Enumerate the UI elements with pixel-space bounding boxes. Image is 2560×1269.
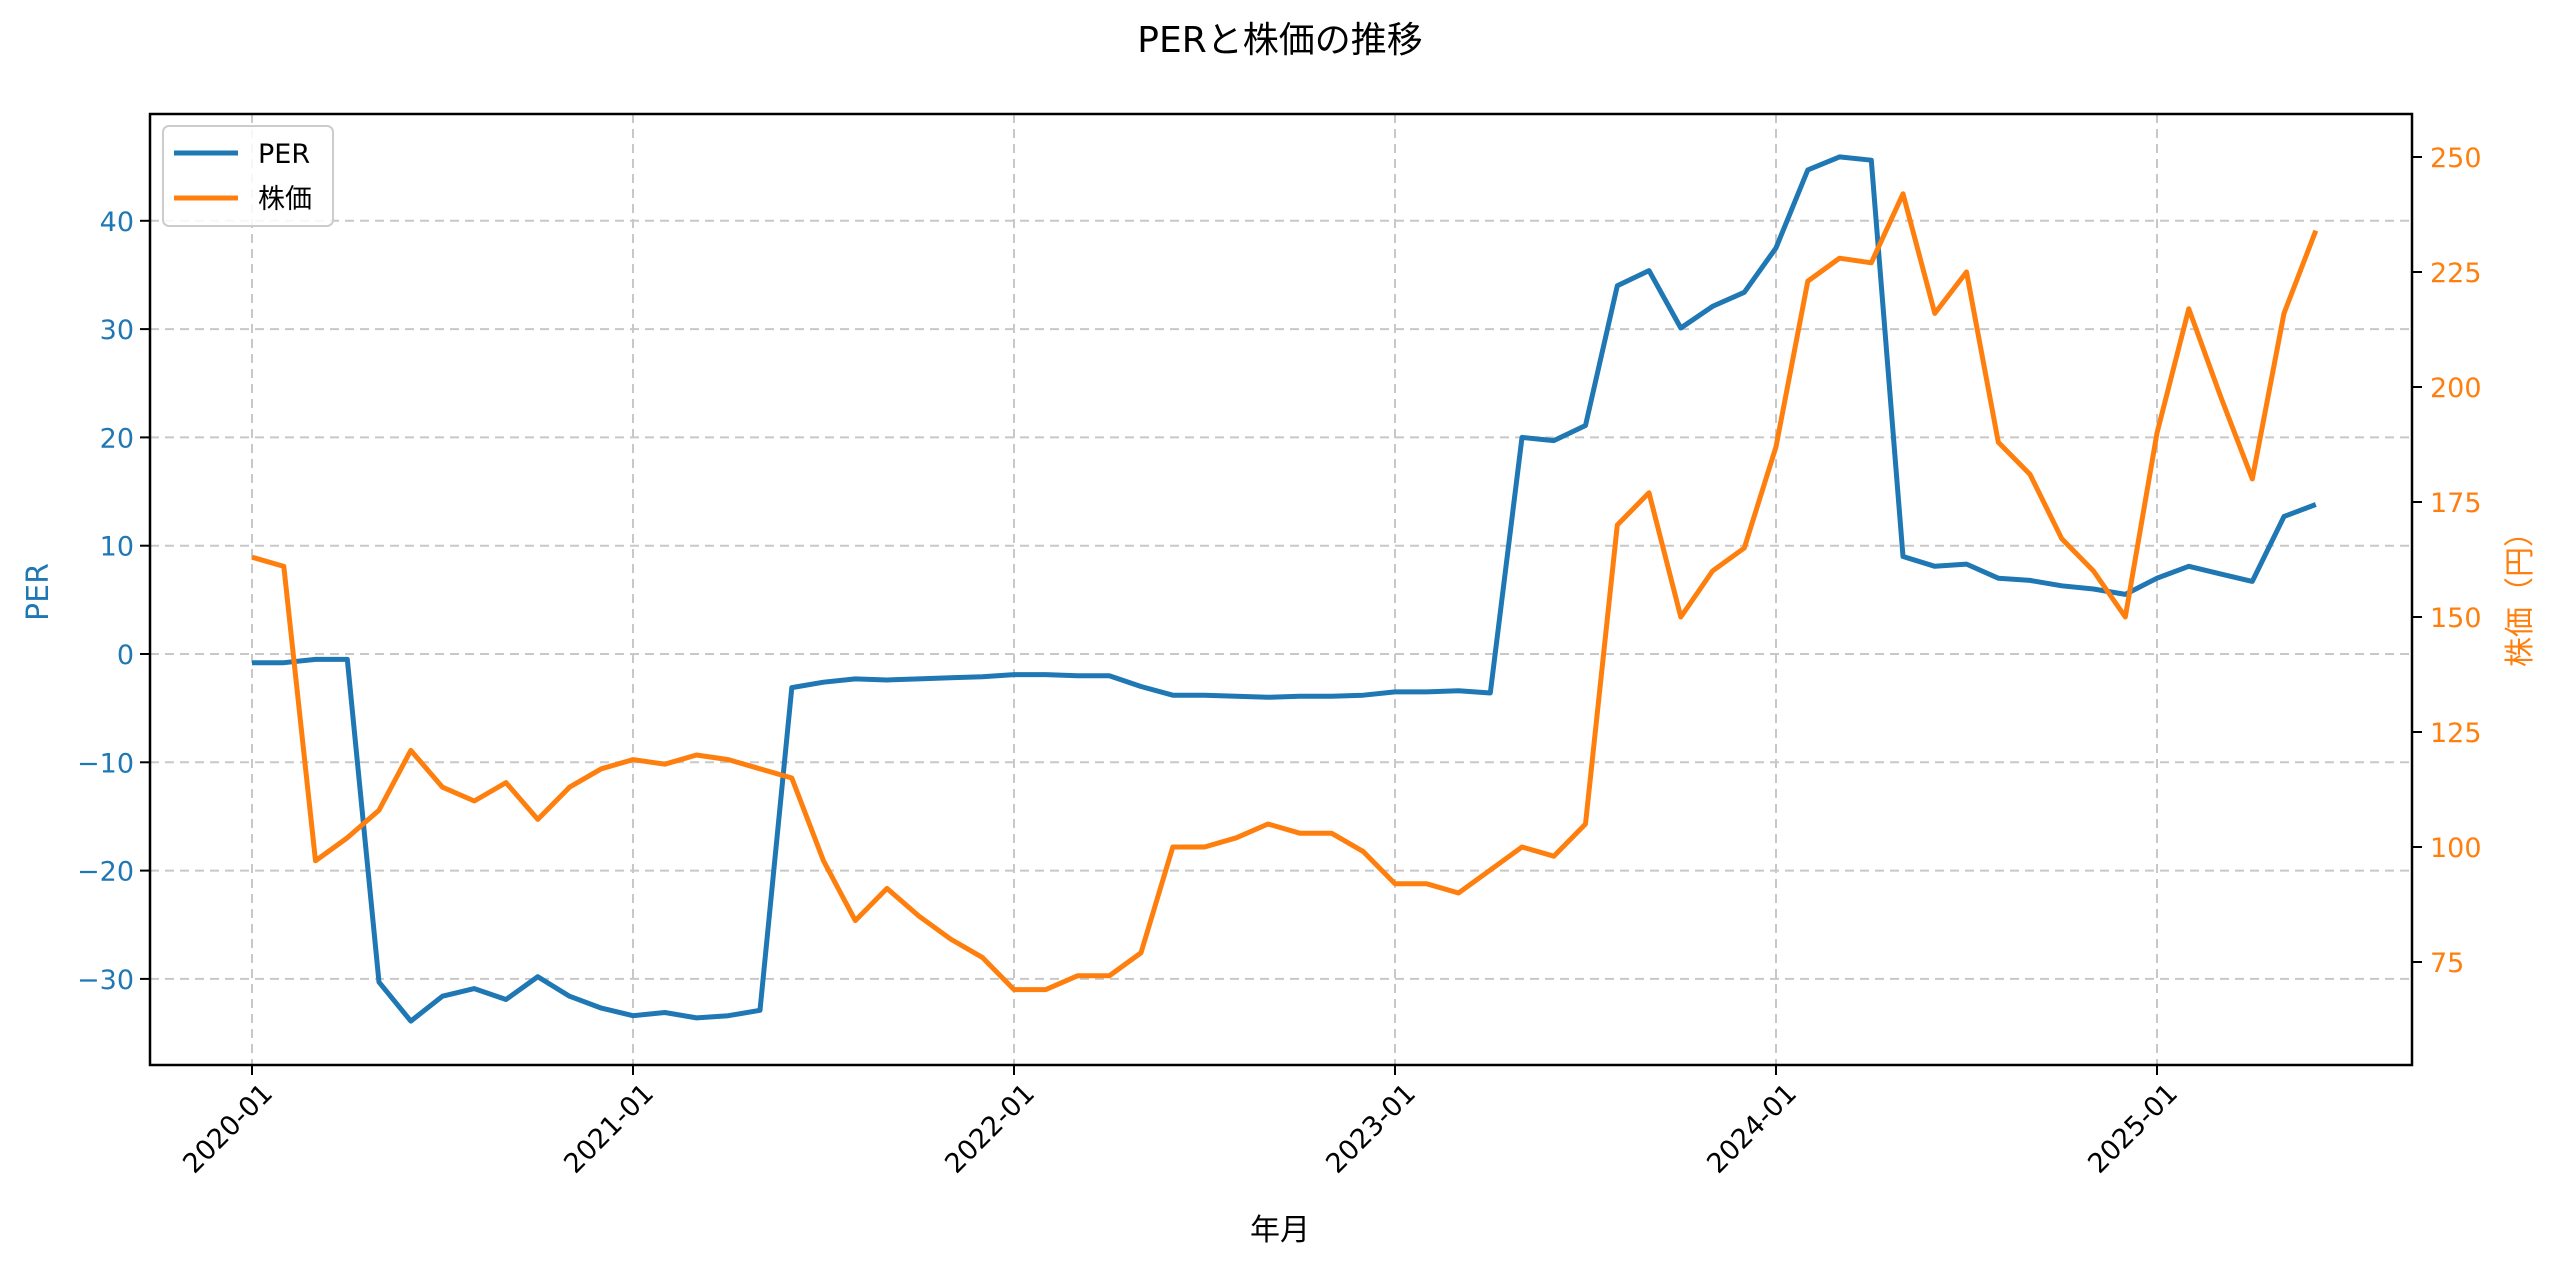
plot-frame: [148, 112, 2414, 1067]
x-axis: 2020-01 2021-01 2022-01 2023-01 2024-01 2025-…: [177, 1065, 2184, 1180]
y-tick-label-right: 75: [2430, 948, 2464, 979]
x-tick-label: 2023-01: [1320, 1078, 1422, 1180]
x-axis-label: 年月: [1250, 1213, 1310, 1248]
y-tick-label-left: 30: [100, 315, 134, 346]
grid: [150, 114, 2412, 1065]
y-tick-label-right: 225: [2430, 258, 2482, 289]
y-axis-right: 75 100 125 150 175 200 225 250: [2412, 143, 2482, 979]
y-tick-label-left: 0: [117, 640, 134, 671]
y-tick-label-left: 10: [100, 532, 134, 563]
legend-label-per: PER: [258, 139, 310, 170]
y-tick-label-right: 125: [2430, 718, 2482, 749]
y-tick-label-right: 250: [2430, 143, 2482, 174]
x-tick-label: 2022-01: [939, 1078, 1041, 1180]
y-tick-label-left: −30: [77, 965, 134, 996]
legend: PER 株価: [162, 125, 334, 227]
y-axis-left-label: PER: [21, 563, 56, 621]
y-tick-label-right: 175: [2430, 488, 2482, 519]
y-tick-label-left: 40: [100, 207, 134, 238]
per-line: [252, 154, 2317, 1024]
y-axis-right-label: 株価（円）: [2503, 517, 2538, 667]
y-tick-label-left: 20: [100, 423, 134, 454]
x-tick-label: 2020-01: [177, 1078, 279, 1180]
y-tick-label-left: −10: [77, 748, 134, 779]
chart-title: PERと株価の推移: [1137, 20, 1422, 61]
y-tick-label-right: 150: [2430, 603, 2482, 634]
x-tick-label: 2024-01: [1701, 1078, 1803, 1180]
x-tick-label: 2021-01: [558, 1078, 660, 1180]
y-tick-label-right: 100: [2430, 833, 2482, 864]
plot-lines: [251, 154, 2319, 1024]
y-tick-label-right: 200: [2430, 373, 2482, 404]
y-tick-label-left: −20: [77, 857, 134, 888]
x-tick-label: 2025-01: [2082, 1078, 2184, 1180]
legend-label-price: 株価: [258, 184, 312, 215]
y-axis-left: −30 −20 −10 0 10 20 30 40: [77, 207, 150, 996]
price-line: [251, 191, 2319, 993]
